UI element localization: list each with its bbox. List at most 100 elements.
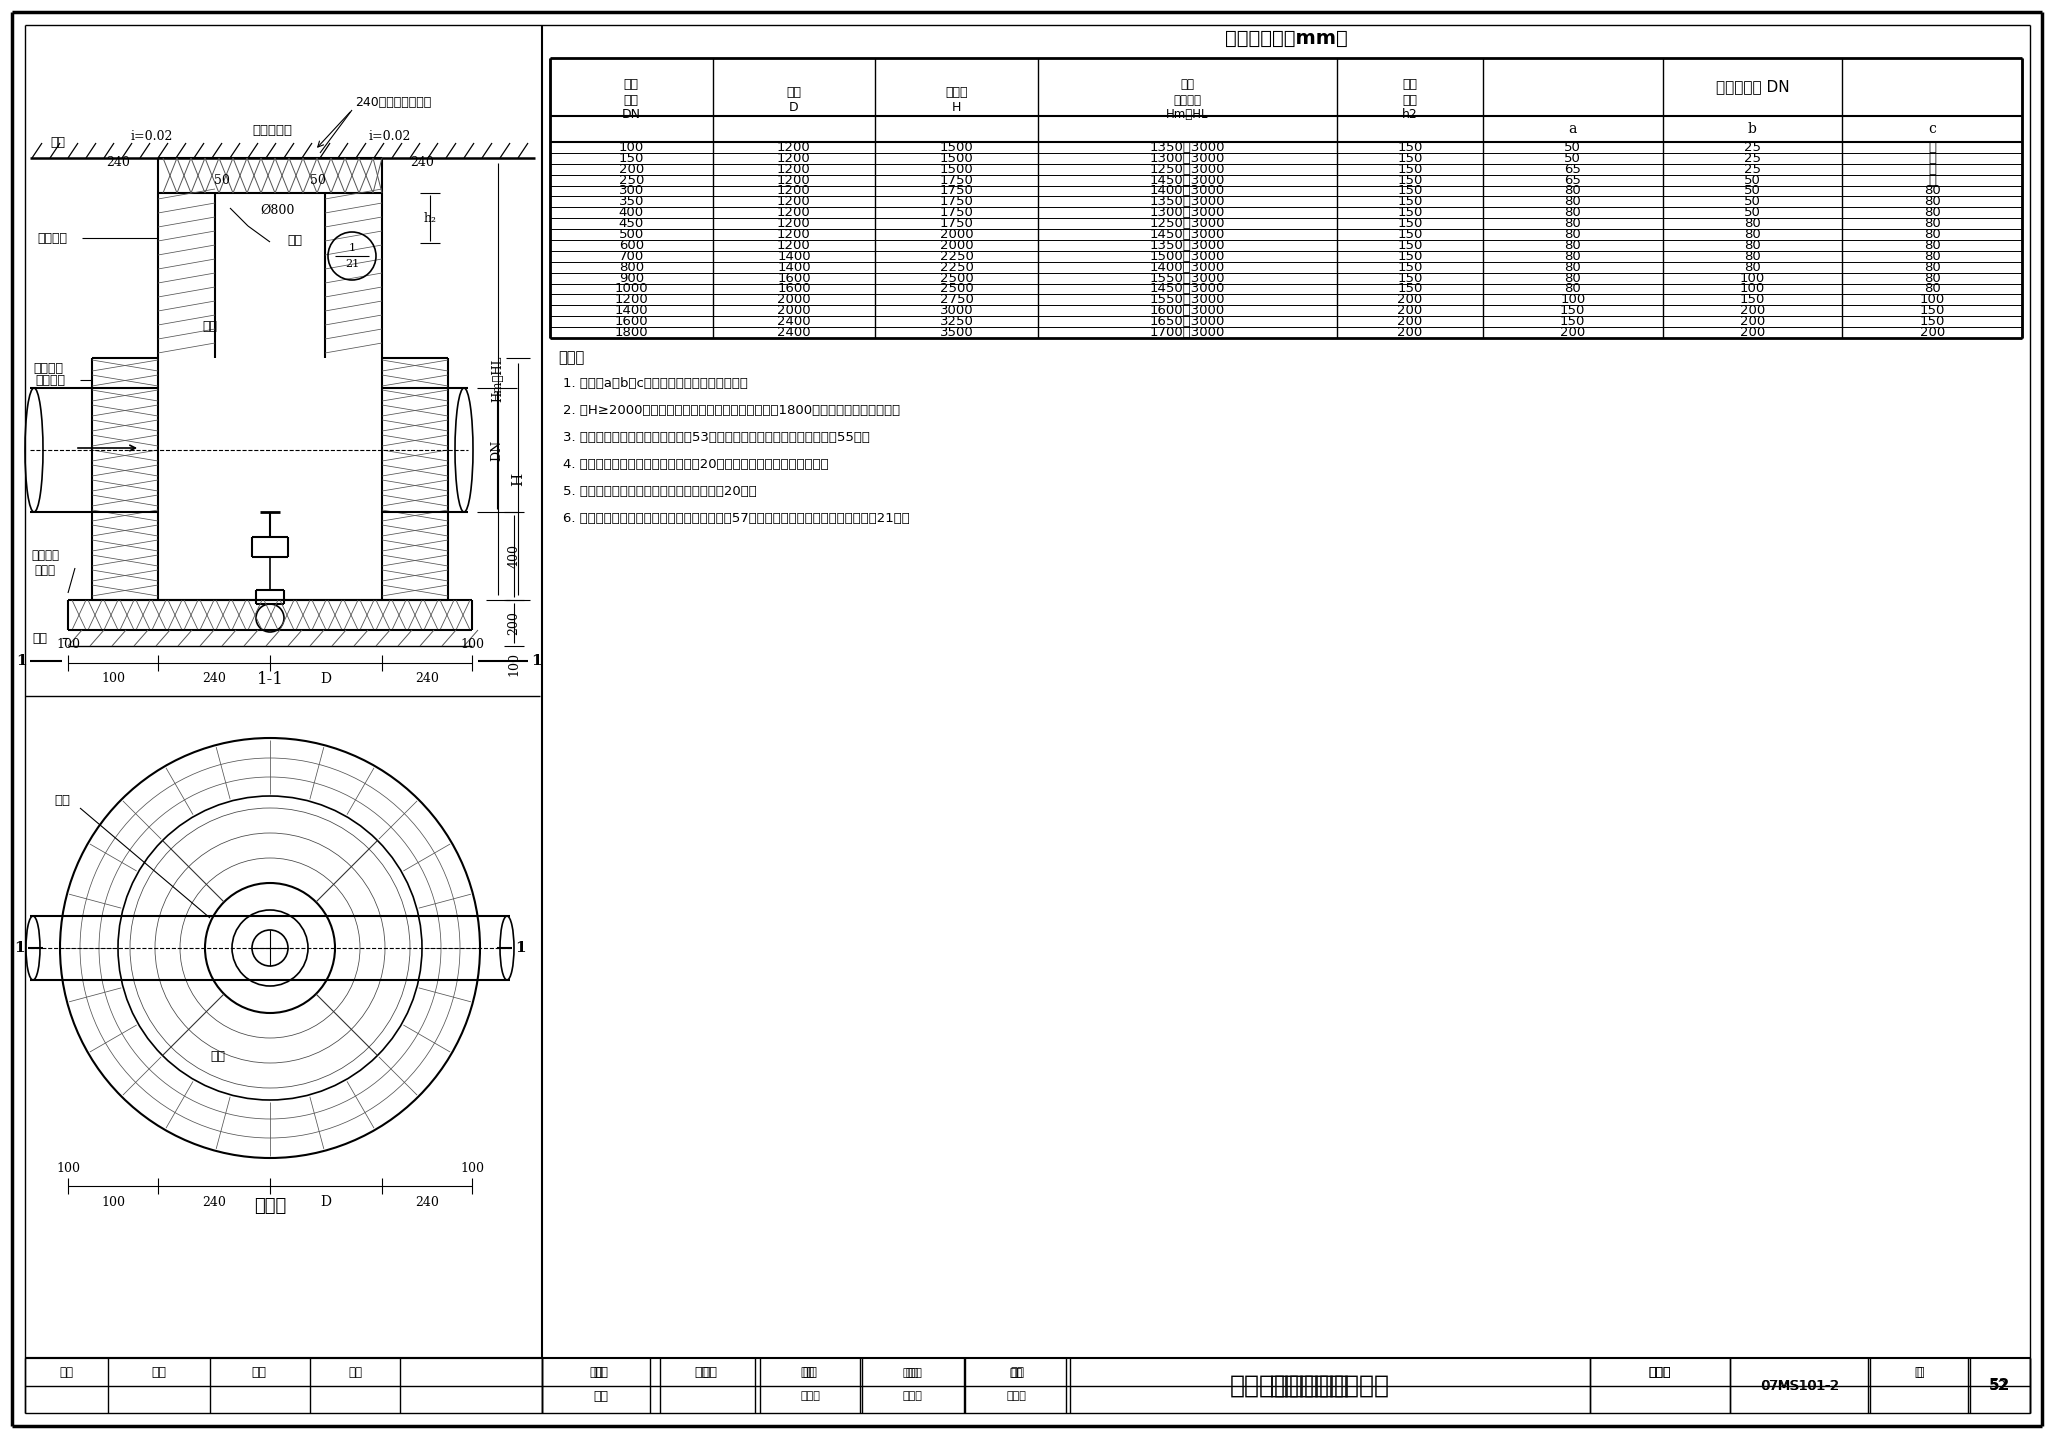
Text: 1500: 1500 <box>940 141 973 154</box>
Text: 1700～3000: 1700～3000 <box>1149 326 1225 339</box>
Text: 150: 150 <box>1397 250 1423 263</box>
Text: 200: 200 <box>1741 326 1765 339</box>
Text: 25: 25 <box>1745 141 1761 154</box>
Text: 50: 50 <box>309 174 326 187</box>
Text: 6. 砖砂圆形排气阀井主要材料汇总表见本图集57页。井盖及支座、蹏步做法见本图集21页。: 6. 砖砂圆形排气阀井主要材料汇总表见本图集57页。井盖及支座、蹏步做法见本图集… <box>563 512 909 525</box>
Text: 水液: 水液 <box>252 1366 266 1379</box>
Text: 水液: 水液 <box>702 1366 717 1379</box>
Text: 80: 80 <box>1923 272 1942 285</box>
Text: 1. 排气阀a、b、c代表产品厂家，详见总说明。: 1. 排气阀a、b、c代表产品厂家，详见总说明。 <box>563 377 748 390</box>
Text: 80: 80 <box>1923 196 1942 209</box>
Text: 240钢筋混凝土盖板: 240钢筋混凝土盖板 <box>354 96 432 109</box>
Text: 盖板
厚度
h2: 盖板 厚度 h2 <box>1403 79 1417 121</box>
Text: 排气阀直径 DN: 排气阀直径 DN <box>1716 79 1790 95</box>
Text: 240: 240 <box>203 1195 225 1208</box>
Text: 井径
D: 井径 D <box>786 86 801 114</box>
Text: 曹溉: 曹溉 <box>152 1366 166 1379</box>
Text: 80: 80 <box>1565 196 1581 209</box>
Text: 100: 100 <box>1919 293 1946 306</box>
Text: 1550～3000: 1550～3000 <box>1149 272 1225 285</box>
Text: 150: 150 <box>1561 315 1585 328</box>
Text: 井室深
H: 井室深 H <box>946 86 969 114</box>
Text: DN: DN <box>492 440 504 460</box>
Text: 1000: 1000 <box>614 282 647 295</box>
Text: 80: 80 <box>1745 217 1761 230</box>
Text: 1200: 1200 <box>776 229 811 242</box>
Text: 150: 150 <box>1397 162 1423 175</box>
Text: 2400: 2400 <box>776 326 811 339</box>
Text: 2000: 2000 <box>776 305 811 318</box>
Text: 1400: 1400 <box>776 250 811 263</box>
Text: 1: 1 <box>16 654 27 669</box>
Text: 砖砌井筒: 砖砌井筒 <box>37 232 68 244</box>
Text: 审核: 审核 <box>590 1366 602 1379</box>
Text: 80: 80 <box>1923 229 1942 242</box>
Text: 100: 100 <box>55 638 80 651</box>
Text: h₂: h₂ <box>424 211 436 224</box>
Text: 1250～3000: 1250～3000 <box>1149 162 1225 175</box>
Text: a: a <box>1569 122 1577 137</box>
Text: 80: 80 <box>1565 229 1581 242</box>
Text: 80: 80 <box>1923 239 1942 252</box>
Text: 1: 1 <box>530 654 541 669</box>
Text: 1350～3000: 1350～3000 <box>1149 239 1225 252</box>
Text: 曹溉: 曹溉 <box>694 1366 709 1379</box>
Text: c: c <box>1929 122 1935 137</box>
Text: 1600: 1600 <box>776 272 811 285</box>
Text: 1200: 1200 <box>776 196 811 209</box>
Text: 姚光石: 姚光石 <box>1006 1391 1026 1401</box>
Text: 页: 页 <box>1917 1366 1923 1379</box>
Text: 150: 150 <box>1397 174 1423 187</box>
Text: 150: 150 <box>1919 315 1946 328</box>
Text: 07MS101-2: 07MS101-2 <box>1759 1379 1839 1393</box>
Text: 200: 200 <box>618 162 643 175</box>
Text: 52: 52 <box>1991 1379 2007 1393</box>
Text: 80: 80 <box>1923 260 1942 273</box>
Text: 80: 80 <box>1565 282 1581 295</box>
Text: 150: 150 <box>1397 260 1423 273</box>
Text: 150: 150 <box>1397 282 1423 295</box>
Text: 1750: 1750 <box>940 206 973 219</box>
Text: 80: 80 <box>1565 239 1581 252</box>
Text: 曹溉: 曹溉 <box>594 1389 608 1402</box>
Text: 200: 200 <box>1397 315 1423 328</box>
Text: i=0.02: i=0.02 <box>369 129 412 142</box>
Text: 200: 200 <box>508 611 520 636</box>
Text: 1350～3000: 1350～3000 <box>1149 141 1225 154</box>
Text: 图集号: 图集号 <box>1649 1366 1671 1379</box>
Text: 3000: 3000 <box>940 305 973 318</box>
Text: 1: 1 <box>514 940 526 955</box>
Text: 1300～3000: 1300～3000 <box>1149 152 1225 165</box>
Text: 100: 100 <box>100 1195 125 1208</box>
Text: 井盖及支座: 井盖及支座 <box>252 124 293 137</box>
Text: 450: 450 <box>618 217 643 230</box>
Text: 800: 800 <box>618 260 643 273</box>
Text: 说明：: 说明： <box>557 349 584 365</box>
Text: 21: 21 <box>344 259 358 269</box>
Text: 1400: 1400 <box>776 260 811 273</box>
Text: 400: 400 <box>618 206 643 219</box>
Text: 100: 100 <box>1741 272 1765 285</box>
Text: 1750: 1750 <box>940 217 973 230</box>
Text: 100: 100 <box>1741 282 1765 295</box>
Text: 设计: 设计 <box>905 1368 920 1378</box>
Text: －: － <box>1927 152 1935 165</box>
Text: 80: 80 <box>1923 282 1942 295</box>
Text: 校对: 校对 <box>348 1366 362 1379</box>
Text: 校对: 校对 <box>803 1366 817 1379</box>
Text: 1: 1 <box>14 940 25 955</box>
Text: 砖砌圆形排气阀井: 砖砌圆形排气阀井 <box>1270 1373 1391 1398</box>
Text: 80: 80 <box>1923 250 1942 263</box>
Text: 人孔: 人孔 <box>53 794 70 807</box>
Text: 1550～3000: 1550～3000 <box>1149 293 1225 306</box>
Text: 200: 200 <box>1397 293 1423 306</box>
Text: 250: 250 <box>618 174 643 187</box>
Text: 25: 25 <box>1745 152 1761 165</box>
Text: 150: 150 <box>1397 206 1423 219</box>
Text: 管道
直径
DN: 管道 直径 DN <box>623 79 641 121</box>
Text: 240: 240 <box>203 673 225 686</box>
Text: 350: 350 <box>618 196 643 209</box>
Text: 150: 150 <box>1397 141 1423 154</box>
Text: 240: 240 <box>416 673 438 686</box>
Text: 踏步: 踏步 <box>203 319 217 332</box>
